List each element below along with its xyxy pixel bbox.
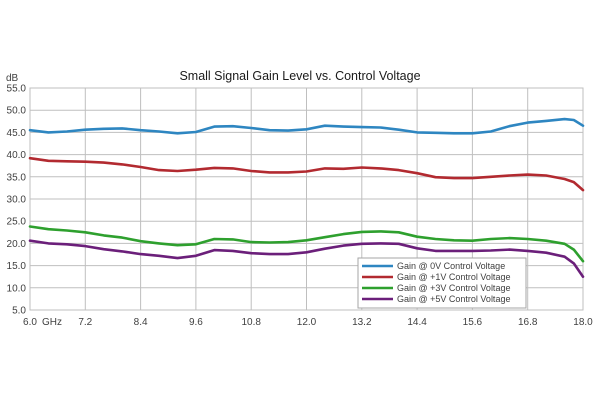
x-tick-label: 8.4 xyxy=(134,317,148,328)
x-tick-label: 13.2 xyxy=(352,317,372,328)
series-line-2 xyxy=(28,225,585,263)
chart-title: Small Signal Gain Level vs. Control Volt… xyxy=(179,69,420,83)
y-tick-label: 25.0 xyxy=(7,217,27,228)
x-tick-label: 15.6 xyxy=(463,317,483,328)
x-axis-unit-label: GHz xyxy=(42,317,62,328)
y-tick-label: 30.0 xyxy=(7,195,27,206)
x-tick-label: 16.8 xyxy=(518,317,538,328)
x-tick-label: 12.0 xyxy=(297,317,317,328)
x-tick-label: 10.8 xyxy=(241,317,261,328)
y-tick-label: 50.0 xyxy=(7,106,27,117)
x-tick-label: 14.4 xyxy=(407,317,427,328)
y-tick-label: 40.0 xyxy=(7,150,27,161)
grid xyxy=(29,87,584,311)
x-tick-label: 18.0 xyxy=(573,317,593,328)
series-line-0 xyxy=(28,117,585,135)
y-tick-label: 5.0 xyxy=(12,306,26,317)
y-tick-label: 20.0 xyxy=(7,239,27,250)
y-tick-label: 10.0 xyxy=(7,283,27,294)
series-lines xyxy=(28,117,585,279)
legend-label: Gain @ 0V Control Voltage xyxy=(397,261,505,271)
plot-area-frame xyxy=(29,87,584,311)
x-tick-label: 7.2 xyxy=(78,317,92,328)
axis-tick-labels: 5.0 10.0 15.0 20.0 25.0 30.0 35.0 40.0 45.0 50.0 5… xyxy=(7,84,594,329)
series-line-3 xyxy=(28,239,585,279)
y-tick-label: 35.0 xyxy=(7,172,27,183)
legend-label: Gain @ +5V Control Voltage xyxy=(397,294,510,304)
y-tick-label: 45.0 xyxy=(7,128,27,139)
y-axis-unit-label: dB xyxy=(6,73,19,84)
legend-label: Gain @ +3V Control Voltage xyxy=(397,283,510,293)
series-line-1 xyxy=(28,156,585,192)
x-tick-label: 6.0 xyxy=(23,317,37,328)
legend-label: Gain @ +1V Control Voltage xyxy=(397,272,510,282)
y-tick-label: 15.0 xyxy=(7,261,27,272)
x-tick-label: 9.6 xyxy=(189,317,203,328)
y-tick-label: 55.0 xyxy=(7,84,27,95)
